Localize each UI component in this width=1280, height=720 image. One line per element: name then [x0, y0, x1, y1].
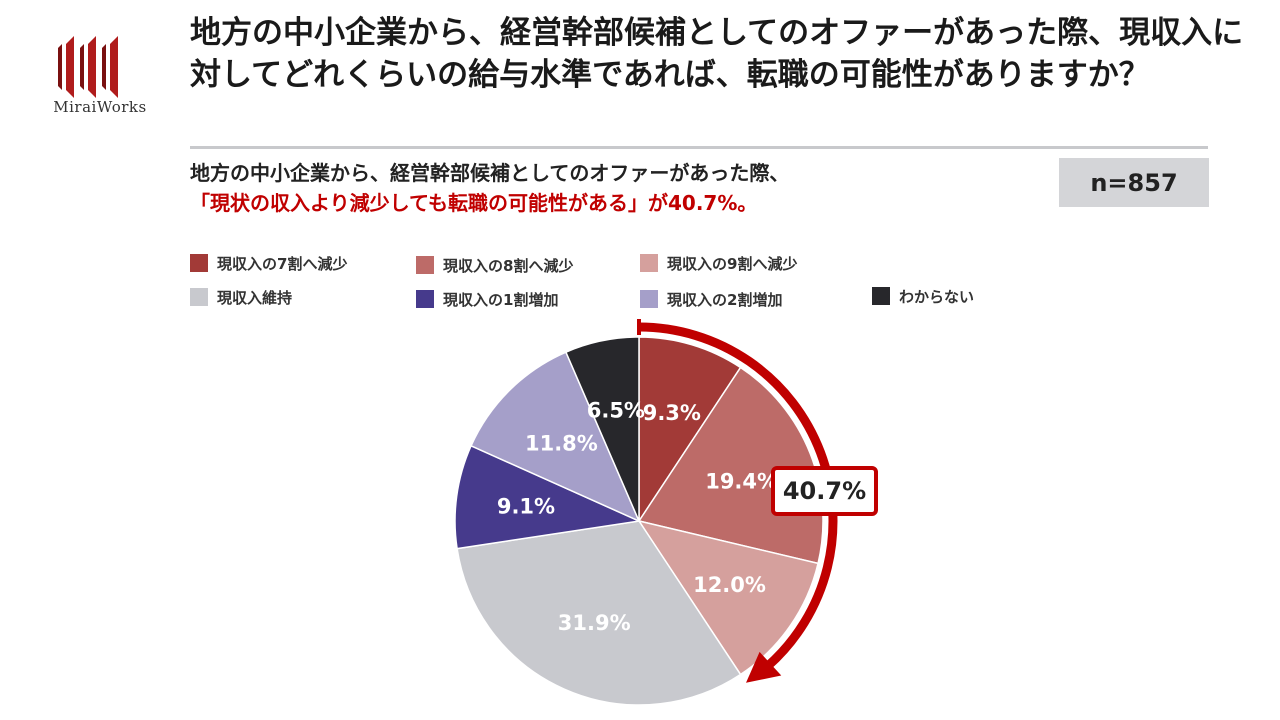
summary-line-1: 地方の中小企業から、経営幹部候補としてのオファーがあった際、 [190, 161, 790, 185]
summary-text: 地方の中小企業から、経営幹部候補としてのオファーがあった際、 「現状の収入より減… [190, 158, 789, 218]
decrease-total-callout: 40.7% [771, 466, 878, 516]
legend-label: 現収入維持 [217, 288, 293, 307]
slice-data-label: 9.3% [643, 401, 701, 425]
title-divider [190, 146, 1208, 149]
callout-arrowhead [746, 651, 782, 683]
legend-swatch [190, 254, 208, 272]
legend-swatch [416, 256, 434, 274]
legend-item: 現収入の2割増加 [640, 287, 782, 311]
legend-item: わからない [872, 284, 974, 308]
pie-slice [470, 351, 641, 523]
callout-arc [638, 322, 838, 670]
slice-data-label: 6.5% [587, 398, 645, 422]
pie-slice [454, 444, 642, 550]
legend-swatch [416, 290, 434, 308]
legend-swatch [872, 287, 890, 305]
legend-item: 現収入維持 [190, 285, 292, 309]
slice-data-label: 31.9% [558, 611, 631, 635]
legend-label: 現収入の7割へ減少 [217, 254, 348, 273]
sample-size-badge: n=857 [1059, 158, 1209, 207]
slice-data-label: 12.0% [693, 573, 766, 597]
pie-slice [637, 519, 819, 676]
pie-slice [564, 336, 640, 522]
legend-label: 現収入の2割増加 [667, 290, 783, 309]
legend-label: 現収入の9割へ減少 [667, 254, 798, 273]
pie-slice [456, 520, 742, 706]
legend-label: 現収入の1割増加 [443, 290, 559, 309]
legend-item: 現収入の8割へ減少 [416, 253, 573, 277]
summary-line-2-highlight: 「現状の収入より減少しても転職の可能性がある」が40.7%。 [190, 191, 758, 215]
legend-swatch [190, 288, 208, 306]
logo-wordmark: MiraiWorks [53, 98, 147, 116]
legend-label: わからない [899, 287, 975, 306]
slice-data-label: 19.4% [705, 469, 778, 493]
slice-data-label: 11.8% [525, 431, 598, 455]
legend-item: 現収入の7割へ減少 [190, 251, 347, 275]
mirai-works-logo [58, 36, 118, 98]
page-title: 地方の中小企業から、経営幹部候補としてのオファーがあった際、現収入に対してどれく… [190, 15, 1244, 93]
legend-item: 現収入の9割へ減少 [640, 251, 797, 275]
legend-label: 現収入の8割へ減少 [443, 256, 574, 275]
legend-swatch [640, 254, 658, 272]
slice-data-label: 9.1% [497, 495, 555, 519]
legend-swatch [640, 290, 658, 308]
legend-item: 現収入の1割増加 [416, 287, 558, 311]
pie-slice [638, 336, 742, 524]
